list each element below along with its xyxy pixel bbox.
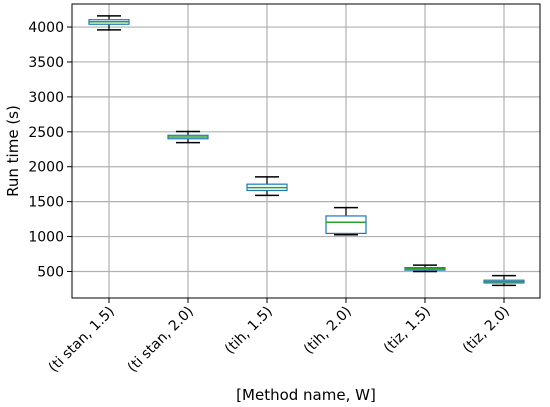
x-tick-label: (tih, 2.0) [301, 304, 355, 358]
y-tick-label: 4000 [28, 20, 64, 36]
x-tick-label: (tih, 1.5) [222, 304, 276, 358]
y-tick-label: 2500 [28, 125, 64, 141]
plot-frame [71, 3, 541, 299]
box-2 [246, 176, 288, 197]
box-1 [167, 130, 209, 144]
y-tick-label: 2000 [28, 160, 64, 176]
x-tick-label: (tiz, 2.0) [460, 304, 513, 357]
y-axis-label: Run time (s) [4, 105, 22, 197]
x-axis-label: [Method name, W] [236, 386, 376, 404]
iqr-box [325, 215, 367, 235]
y-tick-label: 500 [37, 264, 64, 280]
x-axis-ticks: (ti stan, 1.5) (ti stan, 2.0) (tih, 1.5) (t… [46, 298, 513, 376]
box-0 [88, 15, 130, 31]
boxes [88, 15, 525, 287]
y-axis-ticks: 500 1000 1500 2000 2500 3000 3500 4000 [28, 20, 72, 280]
x-tick-label: (ti stan, 1.5) [46, 304, 118, 376]
grid-lines [72, 4, 540, 298]
box-5 [483, 274, 525, 287]
box-3 [325, 206, 367, 236]
y-tick-label: 1000 [28, 230, 64, 246]
box-4 [404, 264, 446, 273]
x-tick-label: (ti stan, 2.0) [125, 304, 197, 376]
y-tick-label: 1500 [28, 195, 64, 211]
x-tick-label: (tiz, 1.5) [381, 304, 434, 357]
y-tick-label: 3500 [28, 55, 64, 71]
y-tick-label: 3000 [28, 90, 64, 106]
